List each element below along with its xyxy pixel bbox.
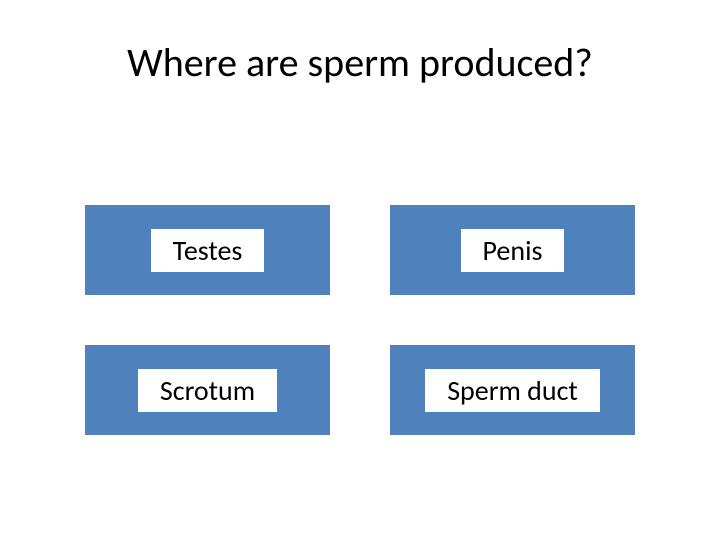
option-label-1: Testes [151,229,265,272]
option-label-2: Penis [461,229,565,272]
option-button-3[interactable]: Scrotum [85,345,330,435]
option-label-3: Scrotum [138,369,277,412]
option-button-1[interactable]: Testes [85,205,330,295]
option-label-4: Sperm duct [425,369,600,412]
options-grid: Testes Penis Scrotum Sperm duct [85,205,635,435]
option-button-4[interactable]: Sperm duct [390,345,635,435]
option-button-2[interactable]: Penis [390,205,635,295]
question-title: Where are sperm produced? [0,38,720,87]
